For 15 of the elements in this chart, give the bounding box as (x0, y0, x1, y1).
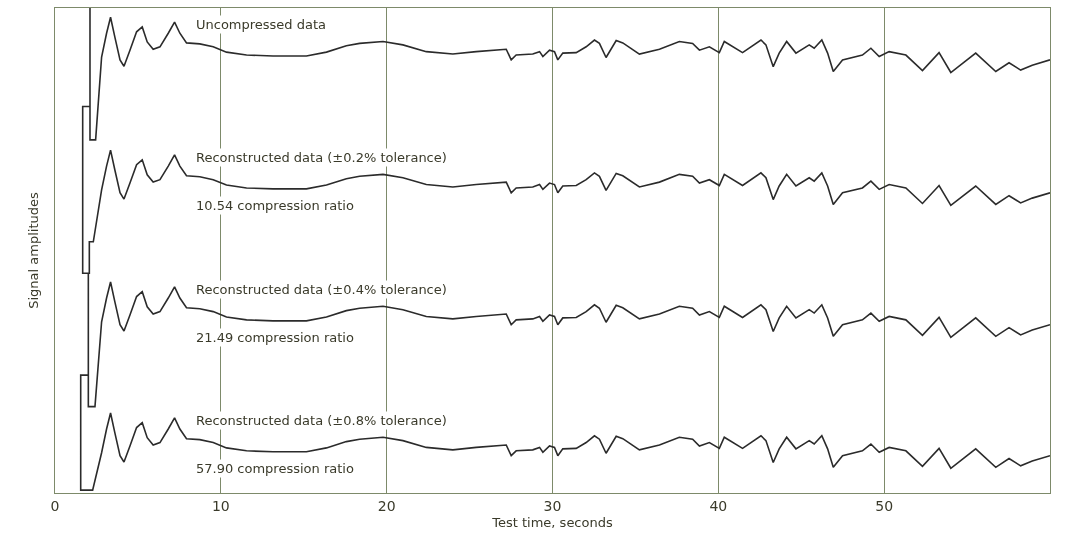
series-label: Reconstructed data (±0.2% tolerance) (196, 150, 447, 165)
series-label: Uncompressed data (196, 17, 327, 32)
x-tick-label: 50 (875, 497, 894, 514)
x-tick-label: 20 (377, 497, 396, 514)
y-axis-title: Signal amplitudes (25, 192, 41, 309)
x-tick-label: 30 (543, 497, 562, 514)
annotation: 57.90 compression ratio (196, 461, 354, 476)
x-axis-title: Test time, seconds (491, 514, 613, 530)
annotation: 10.54 compression ratio (196, 198, 354, 213)
annotation: 21.49 compression ratio (196, 330, 354, 345)
series-label: Reconstructed data (±0.4% tolerance) (196, 282, 447, 297)
x-tick-label: 10 (211, 497, 230, 514)
series-label: Reconstructed data (±0.8% tolerance) (196, 413, 447, 428)
x-tick-label: 0 (50, 497, 60, 514)
x-tick-label: 40 (709, 497, 728, 514)
